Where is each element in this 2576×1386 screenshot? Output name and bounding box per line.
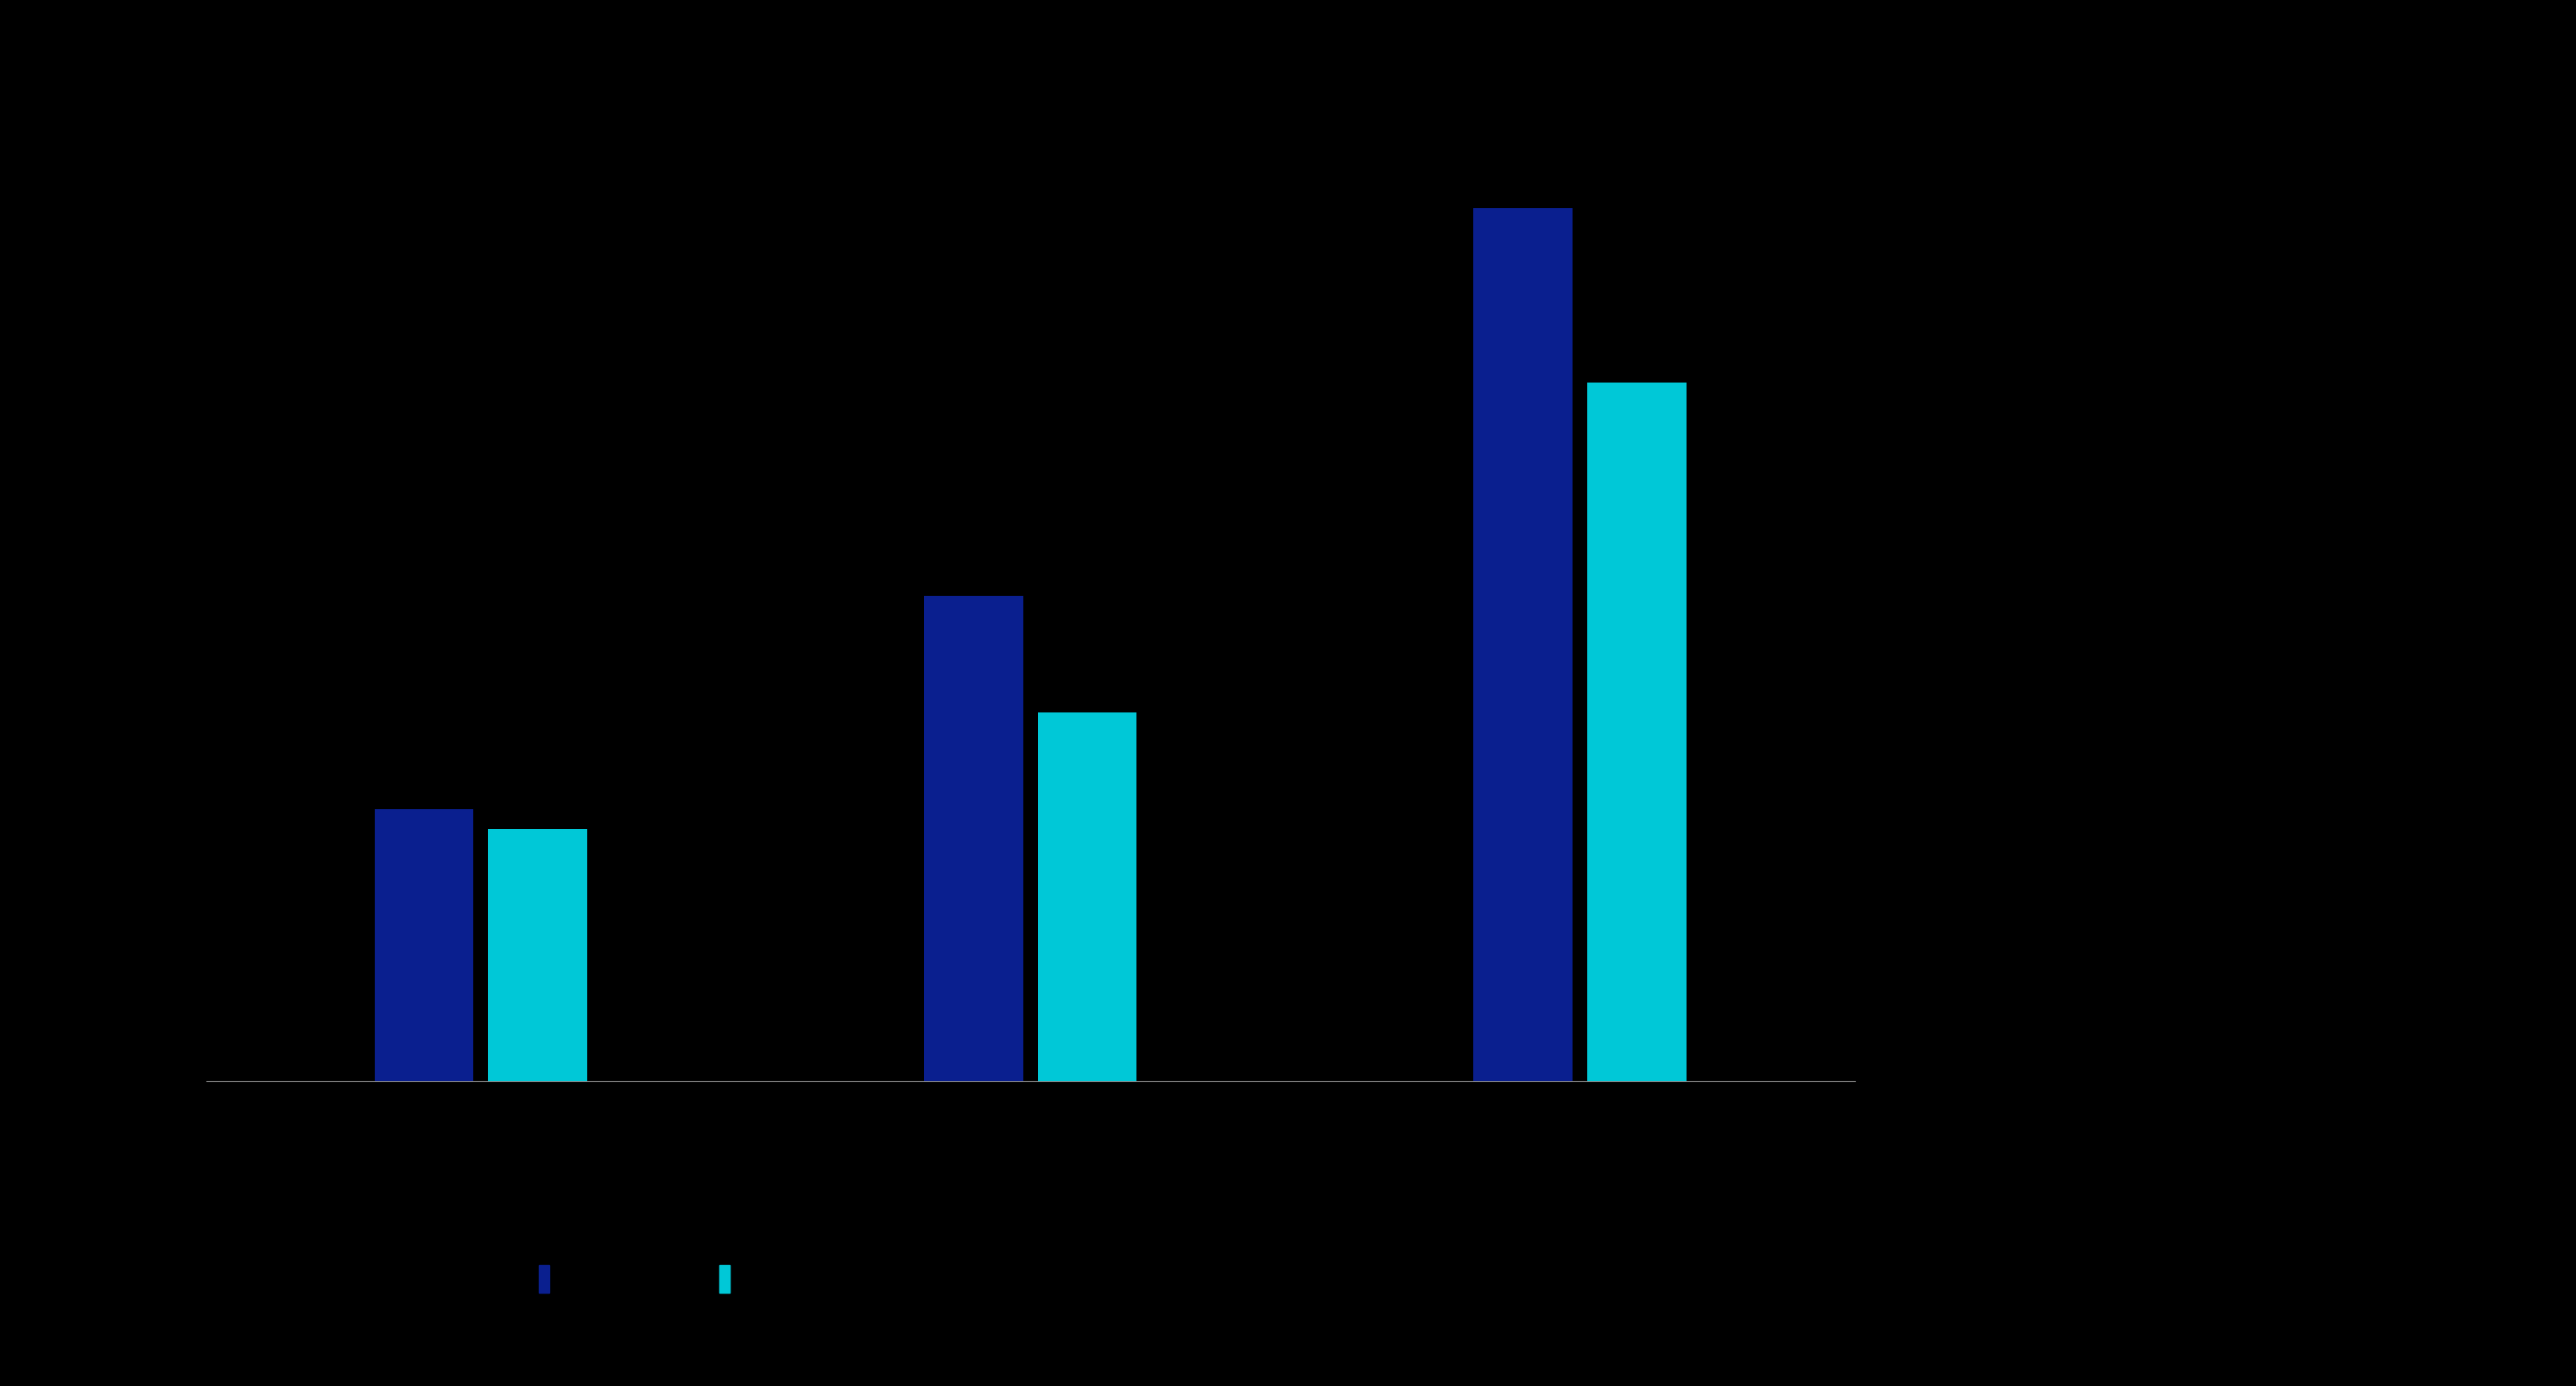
Bar <box>489 829 587 1081</box>
Bar <box>1587 383 1687 1081</box>
Bar <box>925 596 1023 1081</box>
Legend: Series 1, Series 2: Series 1, Series 2 <box>528 1254 858 1303</box>
Bar <box>1473 208 1571 1081</box>
Bar <box>374 809 474 1081</box>
Bar <box>1038 712 1136 1081</box>
